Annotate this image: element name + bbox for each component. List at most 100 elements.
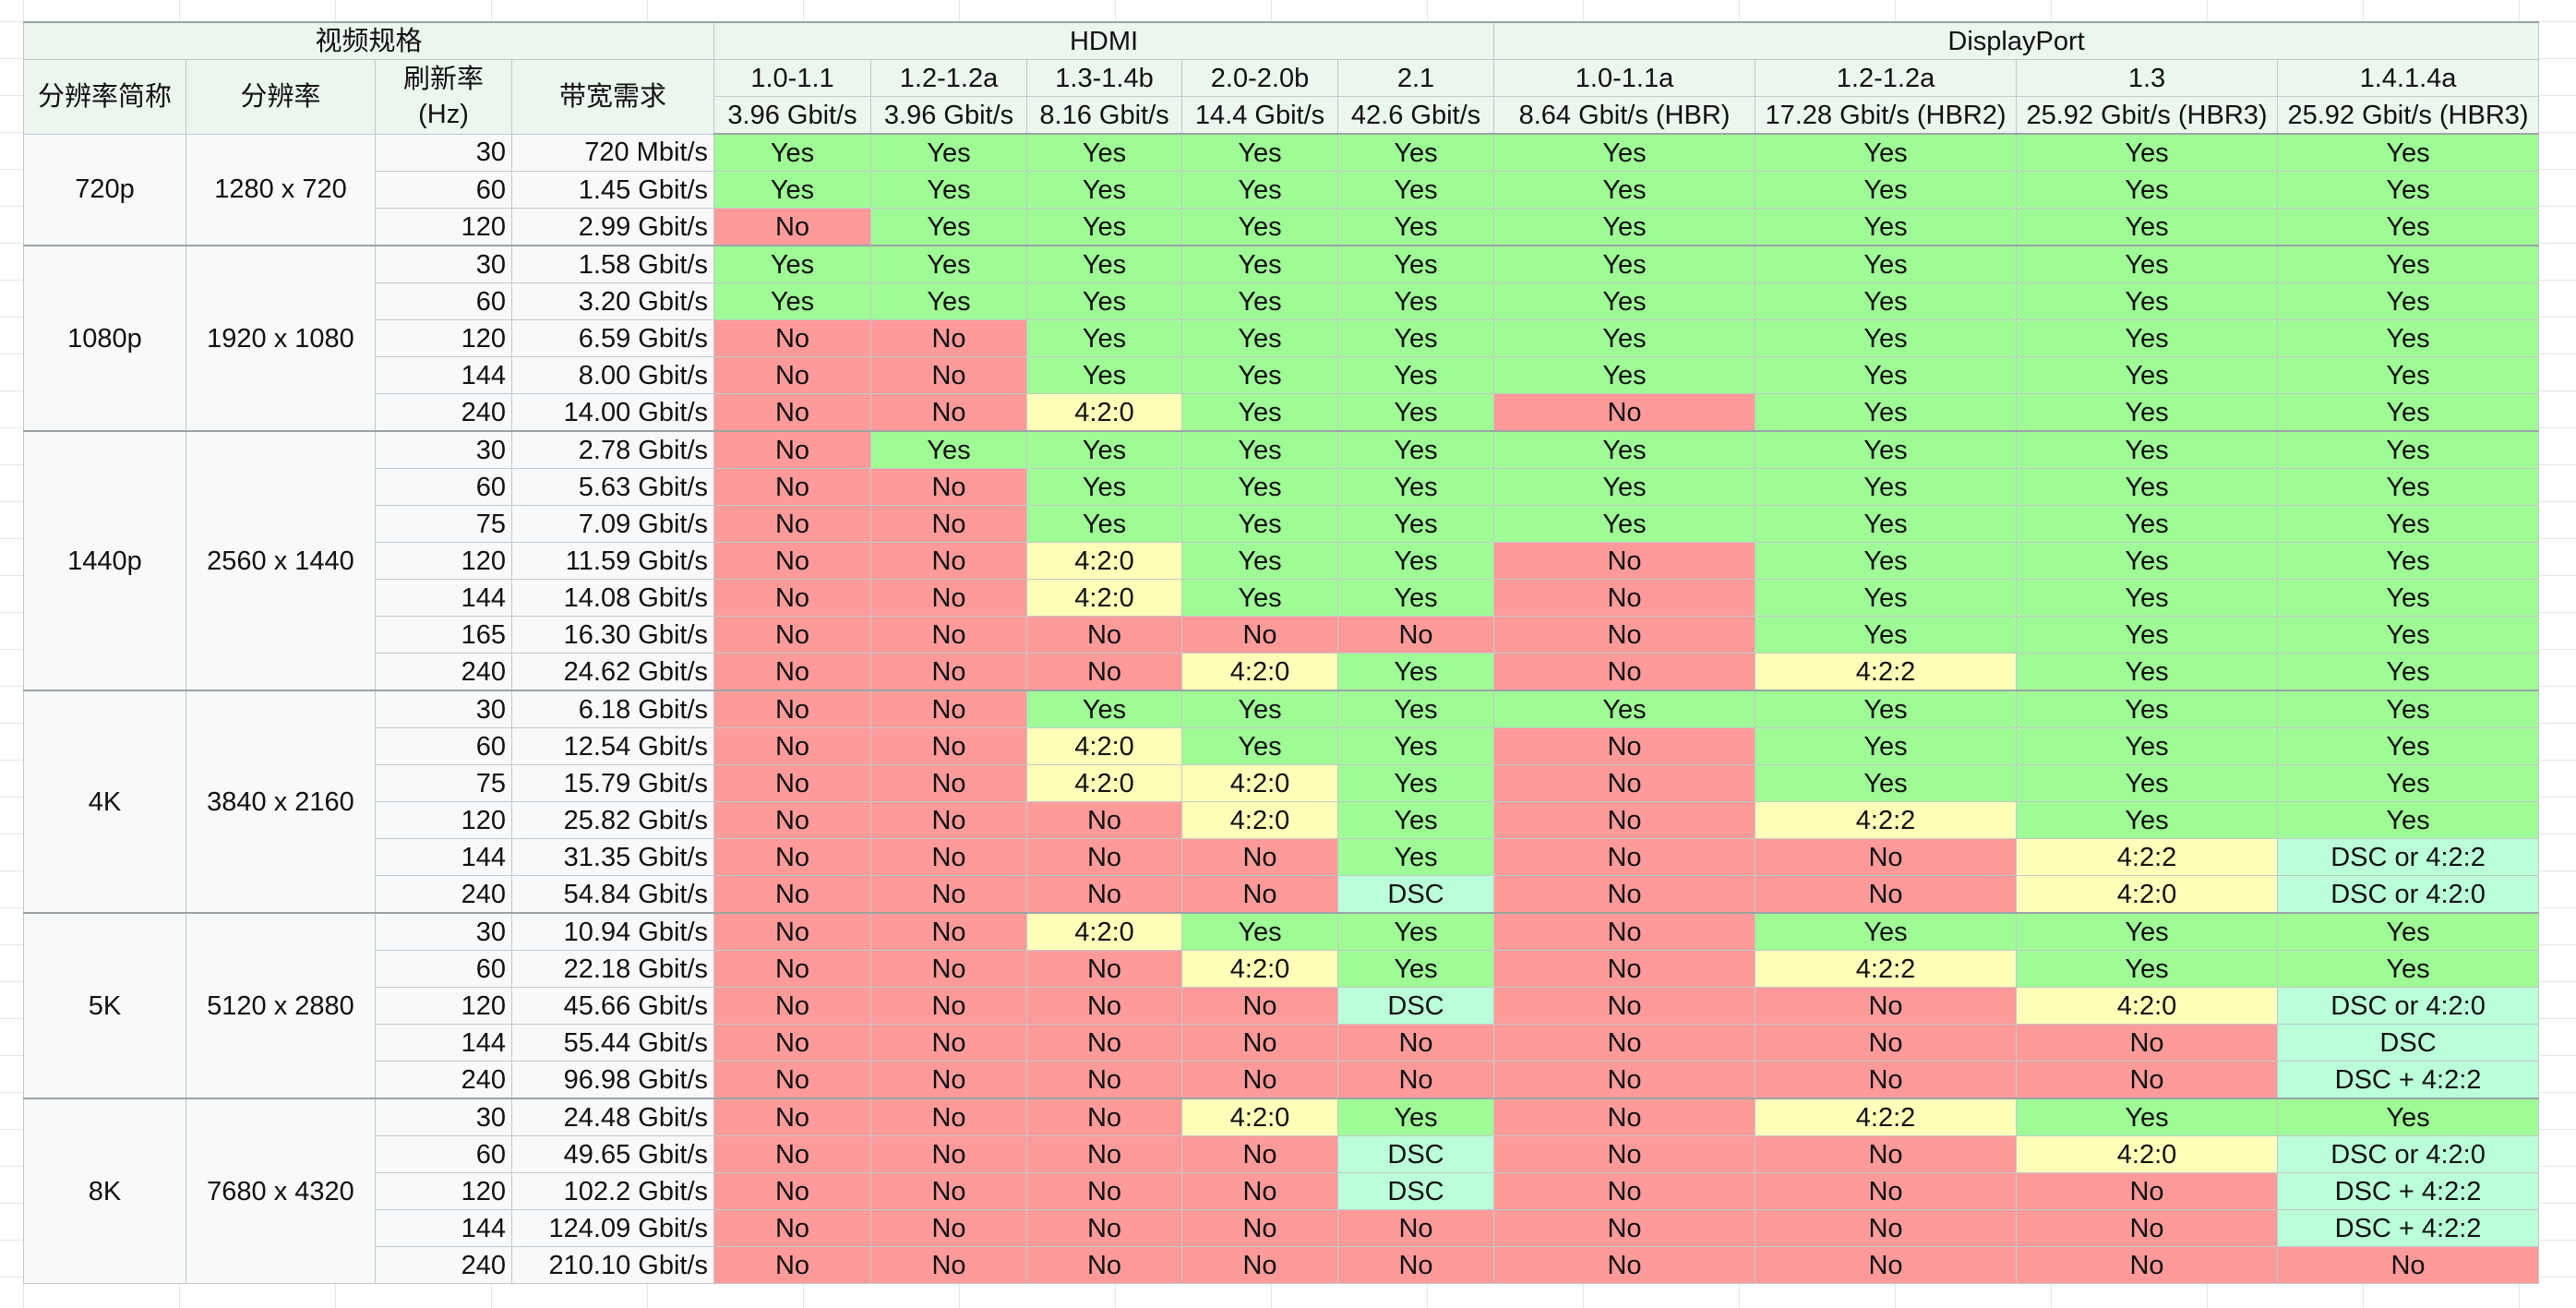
support-cell[interactable]: Yes (870, 208, 1028, 246)
support-cell[interactable]: No (713, 1135, 872, 1173)
interface-version-header[interactable]: 1.3-1.4b (1026, 59, 1183, 97)
col-name-header[interactable]: 分辨率简称 (23, 59, 186, 135)
bandwidth-cell[interactable]: 45.66 Gbit/s (510, 987, 715, 1025)
support-cell[interactable]: No (870, 838, 1028, 876)
support-cell[interactable]: No (1493, 1246, 1756, 1284)
support-cell[interactable]: Yes (2016, 690, 2279, 728)
resolution-cell[interactable]: 3840 x 2160 (186, 690, 376, 914)
support-cell[interactable]: No (713, 1209, 872, 1247)
support-cell[interactable]: No (1493, 653, 1756, 691)
support-cell[interactable]: No (713, 356, 872, 394)
support-cell[interactable]: No (1337, 1209, 1495, 1247)
support-cell[interactable]: Yes (1181, 430, 1339, 469)
displayport-header[interactable]: DisplayPort (1493, 21, 2540, 60)
interface-version-header[interactable]: 1.2-1.2a (1755, 59, 2018, 97)
bandwidth-cell[interactable]: 10.94 Gbit/s (510, 912, 715, 951)
support-cell[interactable]: Yes (1026, 171, 1183, 209)
support-cell[interactable]: Yes (1181, 356, 1339, 394)
refresh-rate-cell[interactable]: 75 (375, 764, 512, 802)
support-cell[interactable]: No (870, 653, 1028, 691)
resolution-name-cell[interactable]: 5K (23, 912, 186, 1099)
bandwidth-cell[interactable]: 1.45 Gbit/s (510, 171, 715, 209)
refresh-rate-cell[interactable]: 240 (375, 1061, 512, 1099)
support-cell[interactable]: No (1181, 1246, 1339, 1284)
support-cell[interactable]: 4:2:0 (2016, 875, 2279, 914)
support-cell[interactable]: No (1493, 801, 1756, 839)
bandwidth-cell[interactable]: 210.10 Gbit/s (510, 1246, 715, 1284)
support-cell[interactable]: Yes (1026, 505, 1183, 543)
support-cell[interactable]: No (713, 727, 872, 765)
support-cell[interactable]: 4:2:2 (1755, 801, 2018, 839)
support-cell[interactable]: Yes (870, 171, 1028, 209)
refresh-rate-cell[interactable]: 120 (375, 801, 512, 839)
support-cell[interactable]: Yes (2277, 542, 2540, 580)
support-cell[interactable]: No (1493, 1209, 1756, 1247)
support-cell[interactable]: Yes (1337, 690, 1495, 728)
support-cell[interactable]: No (1181, 1061, 1339, 1099)
bandwidth-cell[interactable]: 54.84 Gbit/s (510, 875, 715, 914)
refresh-rate-cell[interactable]: 120 (375, 208, 512, 246)
support-cell[interactable]: Yes (2277, 801, 2540, 839)
support-cell[interactable]: Yes (1181, 282, 1339, 320)
support-cell[interactable]: Yes (2016, 950, 2279, 988)
support-cell[interactable]: Yes (2277, 319, 2540, 357)
support-cell[interactable]: No (1026, 653, 1183, 691)
support-cell[interactable]: Yes (2016, 579, 2279, 617)
support-cell[interactable]: No (713, 987, 872, 1025)
support-cell[interactable]: Yes (2277, 653, 2540, 691)
support-cell[interactable]: Yes (1337, 430, 1495, 469)
refresh-rate-cell[interactable]: 30 (375, 1098, 512, 1136)
support-cell[interactable]: Yes (1755, 542, 2018, 580)
support-cell[interactable]: Yes (1493, 171, 1756, 209)
refresh-rate-cell[interactable]: 144 (375, 356, 512, 394)
refresh-rate-cell[interactable]: 60 (375, 950, 512, 988)
support-cell[interactable]: Yes (1337, 245, 1495, 283)
bandwidth-cell[interactable]: 2.99 Gbit/s (510, 208, 715, 246)
support-cell[interactable]: Yes (1181, 727, 1339, 765)
support-cell[interactable]: Yes (2277, 468, 2540, 506)
bandwidth-cell[interactable]: 16.30 Gbit/s (510, 616, 715, 654)
support-cell[interactable]: No (870, 468, 1028, 506)
interface-bandwidth-header[interactable]: 3.96 Gbit/s (870, 96, 1028, 135)
resolution-name-cell[interactable]: 720p (23, 133, 186, 246)
support-cell[interactable]: Yes (1337, 653, 1495, 691)
support-cell[interactable]: No (713, 319, 872, 357)
support-cell[interactable]: No (870, 542, 1028, 580)
support-cell[interactable]: Yes (1181, 133, 1339, 172)
support-cell[interactable]: Yes (1337, 133, 1495, 172)
interface-version-header[interactable]: 2.0-2.0b (1181, 59, 1339, 97)
support-cell[interactable]: 4:2:0 (1026, 393, 1183, 432)
support-cell[interactable]: No (1026, 616, 1183, 654)
support-cell[interactable]: Yes (1755, 690, 2018, 728)
support-cell[interactable]: No (713, 1246, 872, 1284)
support-cell[interactable]: Yes (2277, 727, 2540, 765)
support-cell[interactable]: Yes (1181, 393, 1339, 432)
support-cell[interactable]: No (713, 653, 872, 691)
support-cell[interactable]: No (870, 690, 1028, 728)
support-cell[interactable]: No (1026, 1135, 1183, 1173)
support-cell[interactable]: Yes (1181, 690, 1339, 728)
support-cell[interactable]: Yes (2277, 133, 2540, 172)
support-cell[interactable]: Yes (2277, 430, 2540, 469)
resolution-cell[interactable]: 1280 x 720 (186, 133, 376, 246)
support-cell[interactable]: No (713, 838, 872, 876)
support-cell[interactable]: No (713, 430, 872, 469)
support-cell[interactable]: No (2016, 1061, 2279, 1099)
support-cell[interactable]: Yes (2277, 912, 2540, 951)
support-cell[interactable]: Yes (2016, 430, 2279, 469)
support-cell[interactable]: Yes (1026, 690, 1183, 728)
support-cell[interactable]: No (1181, 1135, 1339, 1173)
support-cell[interactable]: No (1755, 987, 2018, 1025)
support-cell[interactable]: Yes (870, 245, 1028, 283)
support-cell[interactable]: No (1026, 838, 1183, 876)
interface-bandwidth-header[interactable]: 14.4 Gbit/s (1181, 96, 1339, 135)
support-cell[interactable]: Yes (1337, 356, 1495, 394)
refresh-rate-cell[interactable]: 60 (375, 1135, 512, 1173)
support-cell[interactable]: Yes (1493, 468, 1756, 506)
support-cell[interactable]: Yes (1755, 393, 2018, 432)
support-cell[interactable]: Yes (1337, 950, 1495, 988)
support-cell[interactable]: Yes (1337, 579, 1495, 617)
support-cell[interactable]: No (1181, 838, 1339, 876)
support-cell[interactable]: No (870, 616, 1028, 654)
support-cell[interactable]: No (1755, 1135, 2018, 1173)
